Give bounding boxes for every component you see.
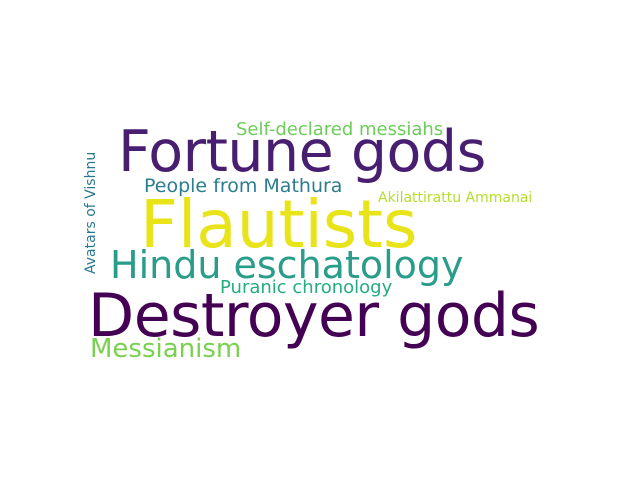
- word-fortune-gods: Fortune gods: [118, 119, 486, 185]
- word-flautists: Flautists: [140, 186, 418, 263]
- word-puranic-chronology: Puranic chronology: [220, 277, 393, 298]
- word-destroyer-gods: Destroyer gods: [88, 281, 540, 351]
- word-self-declared-messiahs: Self-declared messiahs: [236, 119, 444, 140]
- word-akilattirattu-ammanai: Akilattirattu Ammanai: [378, 190, 533, 206]
- word-people-from-mathura: People from Mathura: [144, 175, 343, 197]
- word-hindu-eschatology: Hindu eschatology: [110, 243, 464, 287]
- word-messianism: Messianism: [90, 334, 242, 364]
- word-avatars-of-vishnu: Avatars of Vishnu: [83, 151, 99, 274]
